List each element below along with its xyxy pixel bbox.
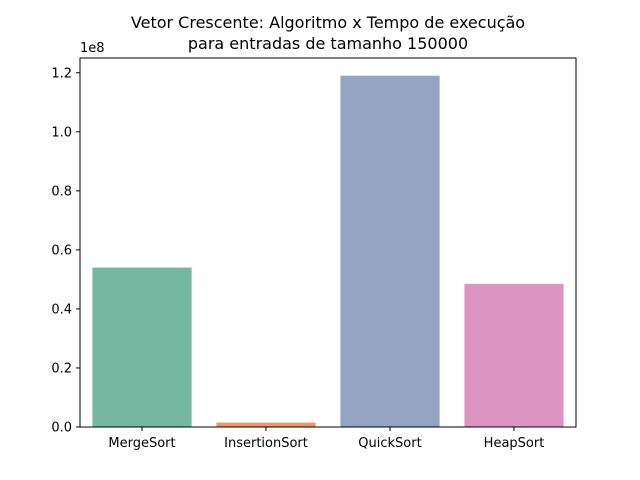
y-tick-label: 0.0 (51, 421, 72, 436)
bars-group (92, 75, 564, 427)
bar-quicksort (340, 75, 440, 427)
y-tick-label: 0.2 (51, 361, 72, 376)
bar-mergesort (92, 267, 192, 427)
chart-title-line-2: para entradas de tamanho 150000 (188, 34, 468, 53)
y-tick-label: 1.0 (51, 125, 72, 140)
x-tick-label: HeapSort (484, 436, 545, 451)
plot-frame (79, 57, 577, 428)
y-axis-scale-label: 1e8 (80, 41, 105, 56)
x-tick-label: InsertionSort (224, 436, 308, 451)
axes-group: MergeSort InsertionSort QuickSort HeapSort 0… (51, 57, 577, 451)
y-tick-label: 0.4 (51, 302, 72, 317)
x-tick-label: QuickSort (358, 436, 421, 451)
chart-title-line-1: Vetor Crescente: Algoritmo x Tempo de ex… (131, 13, 525, 32)
bar-heapsort (464, 283, 564, 427)
y-tick-label: 0.8 (51, 184, 72, 199)
x-tick-label: MergeSort (108, 436, 175, 451)
y-tick-label: 0.6 (51, 243, 72, 258)
bar-insertionsort (216, 422, 316, 427)
y-tick-label: 1.2 (51, 66, 72, 81)
